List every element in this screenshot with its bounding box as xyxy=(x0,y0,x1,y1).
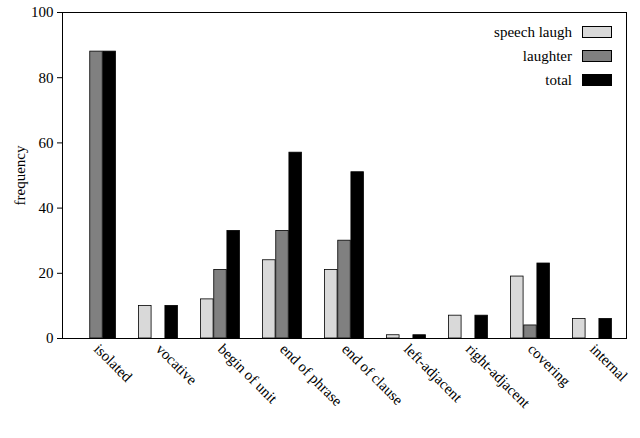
svg-text:end of phrase: end of phrase xyxy=(277,341,346,410)
svg-text:20: 20 xyxy=(39,265,54,281)
svg-text:left-adjacent: left-adjacent xyxy=(401,341,466,406)
svg-text:isolated: isolated xyxy=(91,341,136,386)
html-text:laughter: laughter xyxy=(522,47,572,64)
svg-text:vocative: vocative xyxy=(153,341,200,388)
svg-text:40: 40 xyxy=(39,200,54,216)
svg-text:0: 0 xyxy=(46,330,54,346)
html-text:total: total xyxy=(545,71,572,88)
html-text:speech laugh: speech laugh xyxy=(494,23,572,40)
svg-text:begin of unit: begin of unit xyxy=(215,341,281,407)
svg-text:frequency: frequency xyxy=(12,145,28,205)
svg-text:internal: internal xyxy=(587,341,631,385)
svg-text:end of clause: end of clause xyxy=(339,341,407,409)
svg-text:60: 60 xyxy=(39,135,54,151)
svg-text:covering: covering xyxy=(525,341,574,390)
svg-text:right-adjacent: right-adjacent xyxy=(463,341,534,412)
svg-text:80: 80 xyxy=(39,70,54,86)
svg-text:100: 100 xyxy=(31,4,54,20)
